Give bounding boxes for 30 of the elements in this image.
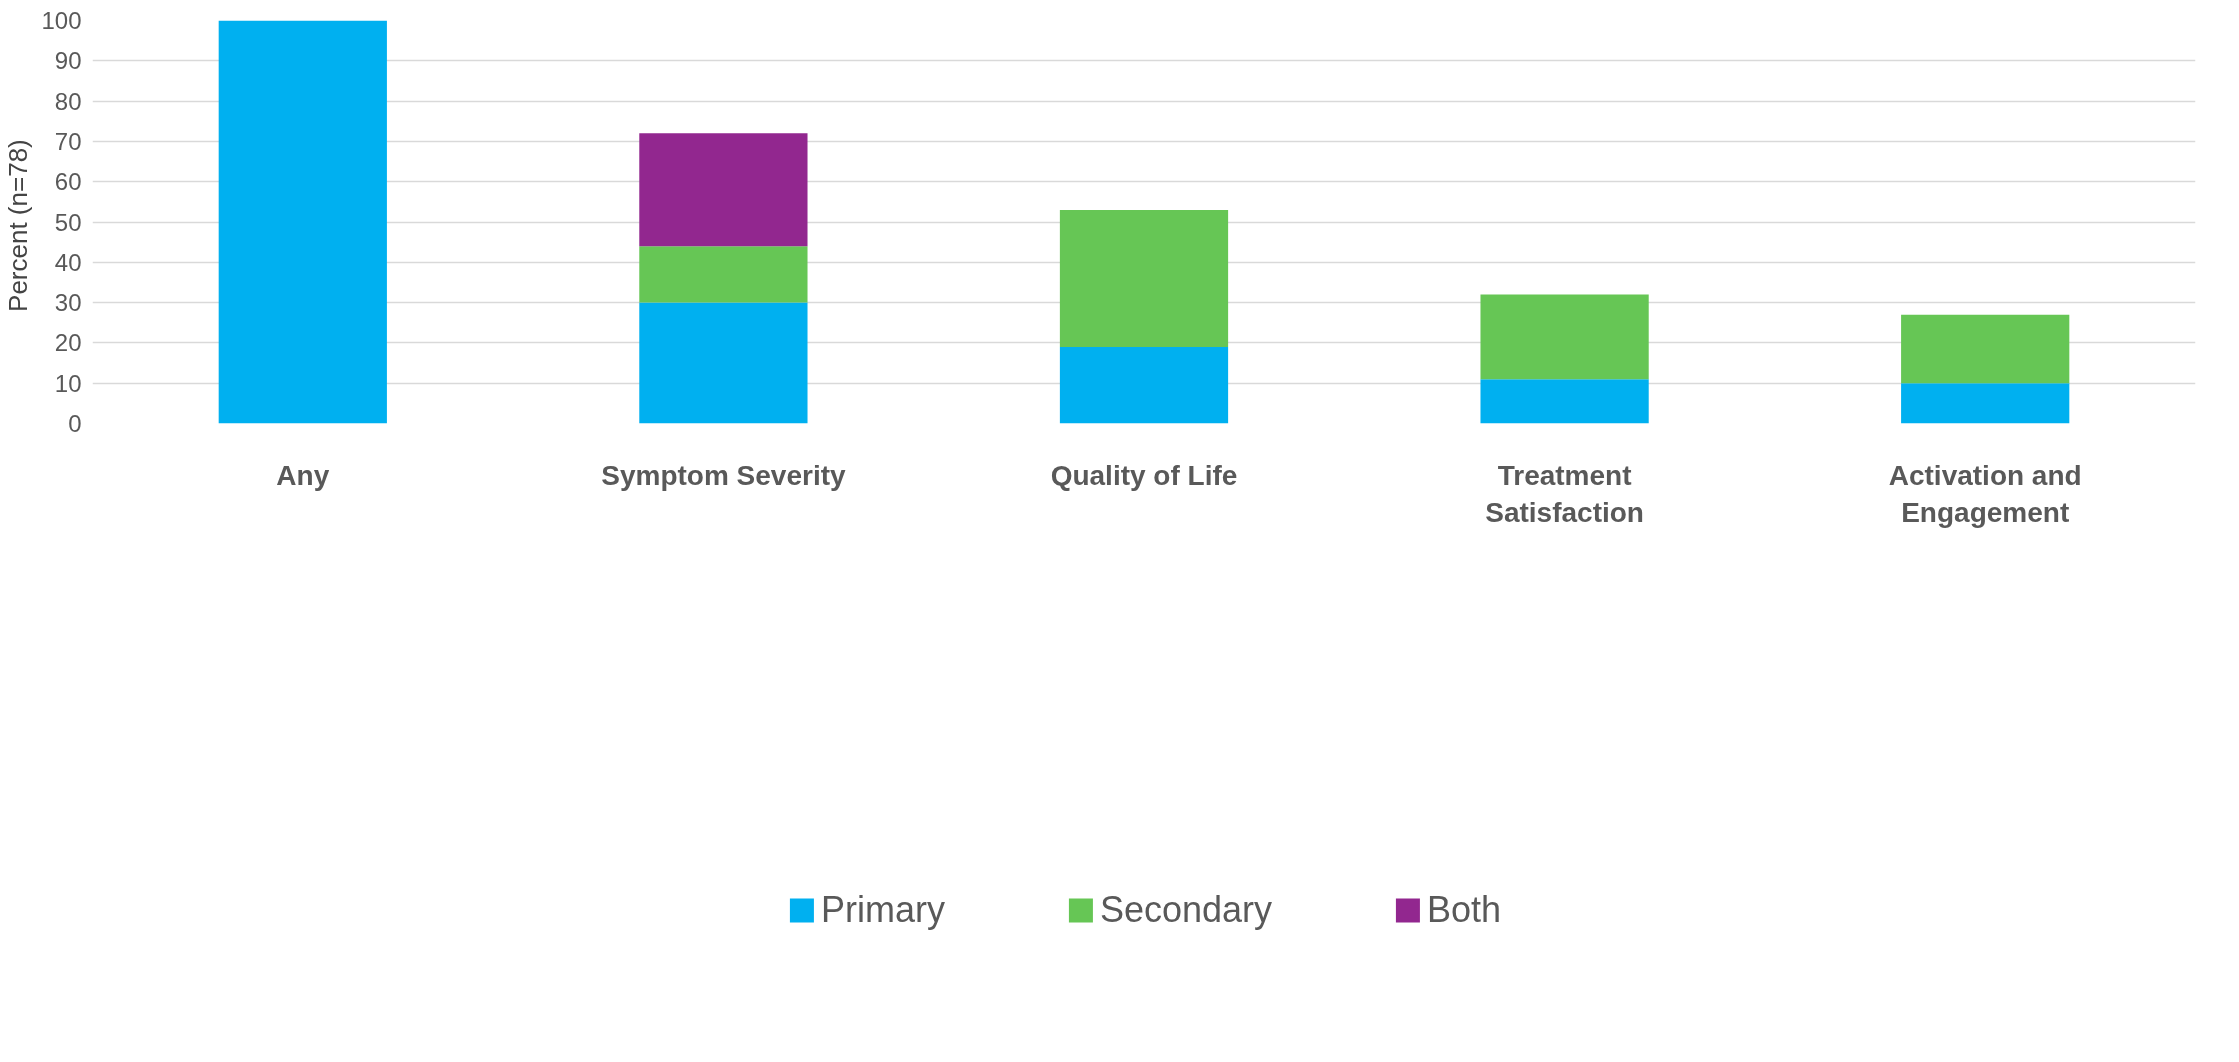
y-tick-label: 100 (41, 7, 82, 34)
bar (639, 133, 808, 247)
x-tick-label: Treatment Satisfaction (1485, 459, 1644, 528)
bar (1059, 209, 1229, 347)
y-tick-label: 50 (54, 208, 82, 236)
bar (1901, 314, 2070, 384)
legend-label: Both (1427, 888, 1502, 931)
bar (218, 20, 387, 424)
bar (1480, 294, 1649, 380)
y-tick-label: 30 (54, 289, 82, 317)
x-tick-label: Any (276, 459, 330, 491)
bar (1480, 379, 1649, 424)
legend-label: Secondary (1099, 888, 1273, 931)
y-tick-label: 20 (54, 329, 82, 357)
y-tick-label: 10 (54, 369, 82, 397)
x-tick-label: Quality of Life (1050, 459, 1238, 491)
y-tick-label: 0 (68, 410, 82, 437)
bar (1059, 346, 1229, 424)
y-tick-label: 80 (54, 87, 82, 115)
y-axis-title: Percent (n=78) (3, 139, 34, 312)
y-tick-label: 70 (54, 127, 82, 155)
bar (639, 302, 808, 424)
y-tick-label: 90 (54, 47, 82, 75)
bar (1901, 383, 2070, 424)
legend-label: Primary (820, 888, 945, 931)
y-tick-label: 60 (54, 168, 82, 196)
x-tick-label: Symptom Severity (601, 459, 846, 491)
y-tick-label: 40 (54, 248, 82, 276)
x-tick-label: Activation and Engagement (1888, 459, 2082, 528)
bar (639, 246, 808, 303)
